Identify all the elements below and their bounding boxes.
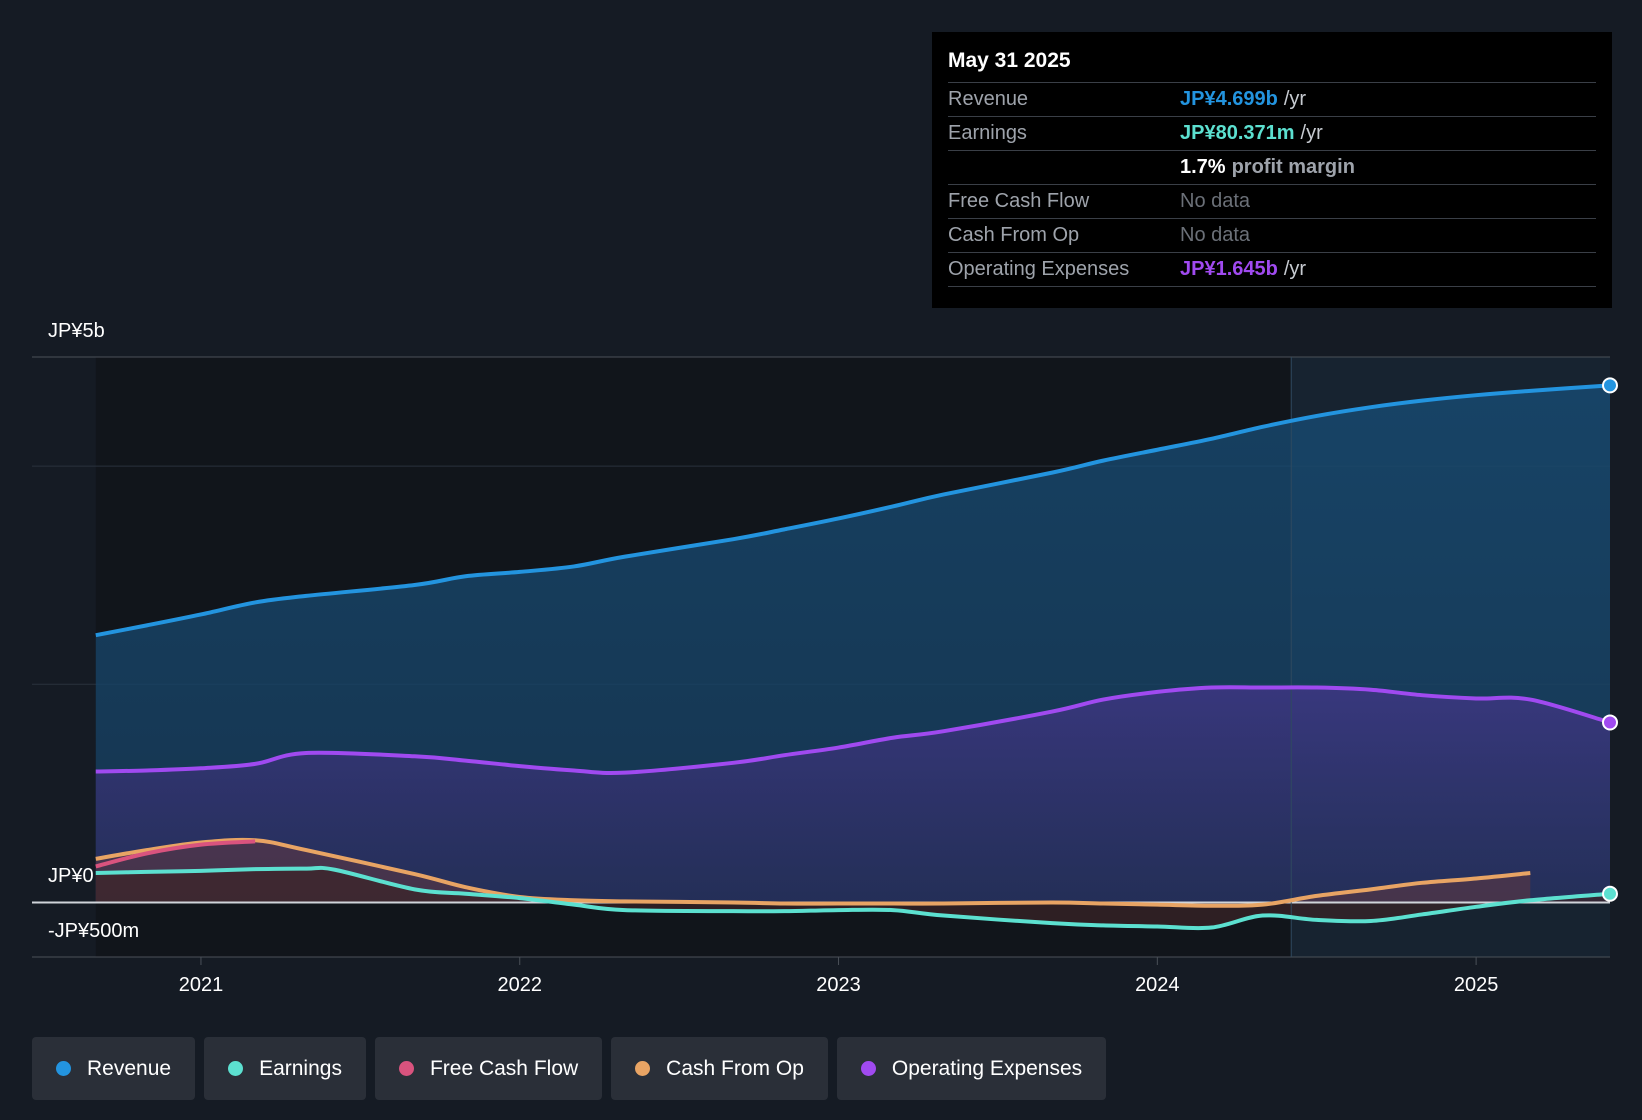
tooltip-unit: /yr xyxy=(1283,258,1307,280)
tooltip-value: No data xyxy=(1180,224,1251,246)
revenue-line xyxy=(95,383,1611,638)
cash-from-op-line xyxy=(95,837,1531,908)
tooltip-value: JP¥1.645b xyxy=(1180,258,1278,280)
x-tick-label: 2023 xyxy=(816,974,861,996)
tooltip-unit: /yr xyxy=(1300,122,1323,144)
operating-expenses-line xyxy=(95,685,1611,775)
y-label-bottom: -JP¥500m xyxy=(48,920,140,942)
tooltip-label: Operating Expenses xyxy=(948,258,1130,280)
y-label-zero: JP¥0 xyxy=(48,865,94,887)
cash-from-op-dot-icon xyxy=(635,1061,651,1076)
tooltip-date: May 31 2025 xyxy=(948,46,1596,83)
tooltip-label: Free Cash Flow xyxy=(948,190,1090,212)
tooltip-row-earnings: Earnings JP¥80.371m /yr xyxy=(948,116,1596,151)
earnings-end-dot xyxy=(1602,885,1618,902)
legend-item-free-cash-flow[interactable]: Free Cash Flow xyxy=(374,1037,603,1100)
tooltip-value: JP¥80.371m xyxy=(1180,122,1295,144)
earnings-line xyxy=(95,865,1611,931)
tooltip-row-opex: Operating Expenses JP¥1.645b /yr xyxy=(948,253,1596,287)
legend-item-operating-expenses[interactable]: Operating Expenses xyxy=(836,1037,1107,1100)
x-tick-label: 2021 xyxy=(179,974,224,996)
legend-label: Revenue xyxy=(87,1056,172,1080)
tooltip-row-margin: 1.7% profit margin xyxy=(948,151,1596,185)
cash-from-op-area xyxy=(95,839,1531,906)
x-tick-label: 2025 xyxy=(1454,974,1499,996)
tooltip-label-empty xyxy=(948,151,1180,184)
profit-margin-label: profit margin xyxy=(1231,156,1355,178)
profit-margin-value: 1.7% xyxy=(1180,156,1226,178)
y-label-top: JP¥5b xyxy=(48,320,105,342)
legend-label: Cash From Op xyxy=(666,1056,804,1080)
tooltip: May 31 2025 Revenue JP¥4.699b /yr Earnin… xyxy=(932,32,1612,308)
operating-expenses-area xyxy=(95,687,1611,903)
tooltip-label: Revenue xyxy=(948,88,1029,110)
free-cash-flow-dot-icon xyxy=(398,1061,414,1076)
x-tick-label: 2022 xyxy=(497,974,542,996)
earnings-dot-icon xyxy=(228,1061,244,1076)
revenue-end-dot xyxy=(1602,377,1618,394)
free-cash-flow-line xyxy=(95,839,256,869)
legend-label: Free Cash Flow xyxy=(429,1056,579,1080)
legend-item-earnings[interactable]: Earnings xyxy=(204,1037,366,1100)
revenue-dot-icon xyxy=(56,1061,71,1076)
legend-label: Earnings xyxy=(259,1056,342,1080)
operating-expenses-end-dot xyxy=(1602,714,1618,731)
legend-item-revenue[interactable]: Revenue xyxy=(32,1037,196,1100)
tooltip-value: JP¥4.699b xyxy=(1180,88,1278,110)
earnings-area xyxy=(95,867,1611,929)
tooltip-label: Earnings xyxy=(948,122,1027,144)
tooltip-row-cfo: Cash From Op No data xyxy=(948,219,1596,253)
legend-item-cash-from-op[interactable]: Cash From Op xyxy=(611,1037,828,1100)
legend-label: Operating Expenses xyxy=(891,1056,1083,1080)
legend: Revenue Earnings Free Cash Flow Cash Fro… xyxy=(32,1037,1107,1100)
tooltip-row-fcf: Free Cash Flow No data xyxy=(948,185,1596,219)
tooltip-row-revenue: Revenue JP¥4.699b /yr xyxy=(948,83,1596,116)
operating-expenses-dot-icon xyxy=(860,1061,876,1076)
tooltip-label: Cash From Op xyxy=(948,224,1080,246)
tooltip-value: No data xyxy=(1180,190,1251,212)
tooltip-unit: /yr xyxy=(1283,88,1307,110)
x-tick-label: 2024 xyxy=(1135,974,1180,996)
